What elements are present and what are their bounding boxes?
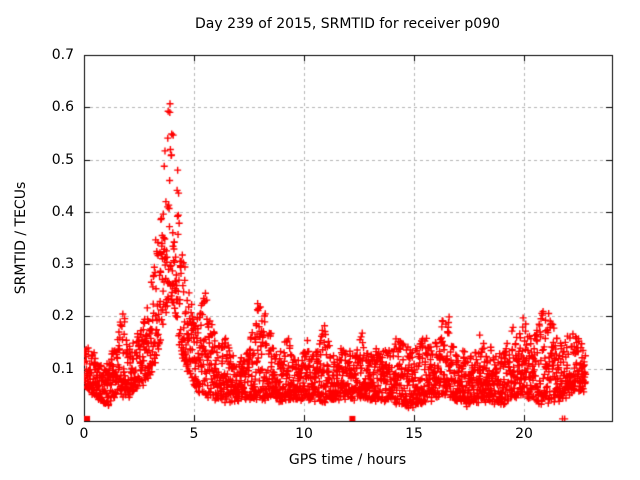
x-tick-label: 15 — [405, 426, 423, 442]
x-tick-label: 0 — [79, 426, 89, 442]
y-tick-label: 0.5 — [51, 151, 74, 168]
y-tick-label: 0 — [65, 413, 74, 429]
y-tick-label: 0.4 — [51, 203, 74, 220]
y-tick-label: 0.6 — [51, 99, 74, 116]
y-tick-label: 0.2 — [51, 308, 74, 325]
y-tick-label: 0.3 — [51, 256, 74, 273]
x-tick-label: 10 — [295, 426, 313, 442]
y-tick-label: 0.1 — [51, 360, 74, 377]
x-tick-label: 5 — [189, 426, 199, 442]
chart-title: Day 239 of 2015, SRMTID for receiver p09… — [194, 16, 501, 32]
x-tick-label: 20 — [515, 426, 533, 442]
y-tick-label: 0.7 — [51, 47, 74, 63]
x-axis-label: GPS time / hours — [288, 452, 407, 468]
